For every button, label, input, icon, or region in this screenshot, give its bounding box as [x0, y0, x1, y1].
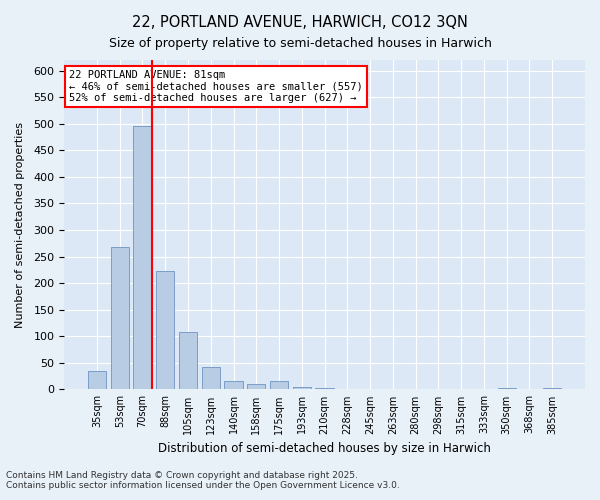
Text: 22, PORTLAND AVENUE, HARWICH, CO12 3QN: 22, PORTLAND AVENUE, HARWICH, CO12 3QN	[132, 15, 468, 30]
X-axis label: Distribution of semi-detached houses by size in Harwich: Distribution of semi-detached houses by …	[158, 442, 491, 455]
Bar	[202, 367, 220, 390]
Bar	[88, 371, 106, 390]
Bar	[133, 126, 152, 390]
Bar	[224, 382, 242, 390]
Text: Contains HM Land Registry data © Crown copyright and database right 2025.
Contai: Contains HM Land Registry data © Crown c…	[6, 470, 400, 490]
Bar	[156, 272, 175, 390]
Y-axis label: Number of semi-detached properties: Number of semi-detached properties	[15, 122, 25, 328]
Bar	[497, 388, 516, 390]
Bar	[110, 247, 129, 390]
Bar	[338, 389, 356, 390]
Text: 22 PORTLAND AVENUE: 81sqm
← 46% of semi-detached houses are smaller (557)
52% of: 22 PORTLAND AVENUE: 81sqm ← 46% of semi-…	[70, 70, 363, 103]
Bar	[247, 384, 265, 390]
Bar	[293, 387, 311, 390]
Text: Size of property relative to semi-detached houses in Harwich: Size of property relative to semi-detach…	[109, 38, 491, 51]
Bar	[543, 388, 562, 390]
Bar	[179, 332, 197, 390]
Bar	[316, 388, 334, 390]
Bar	[361, 389, 379, 390]
Bar	[270, 382, 288, 390]
